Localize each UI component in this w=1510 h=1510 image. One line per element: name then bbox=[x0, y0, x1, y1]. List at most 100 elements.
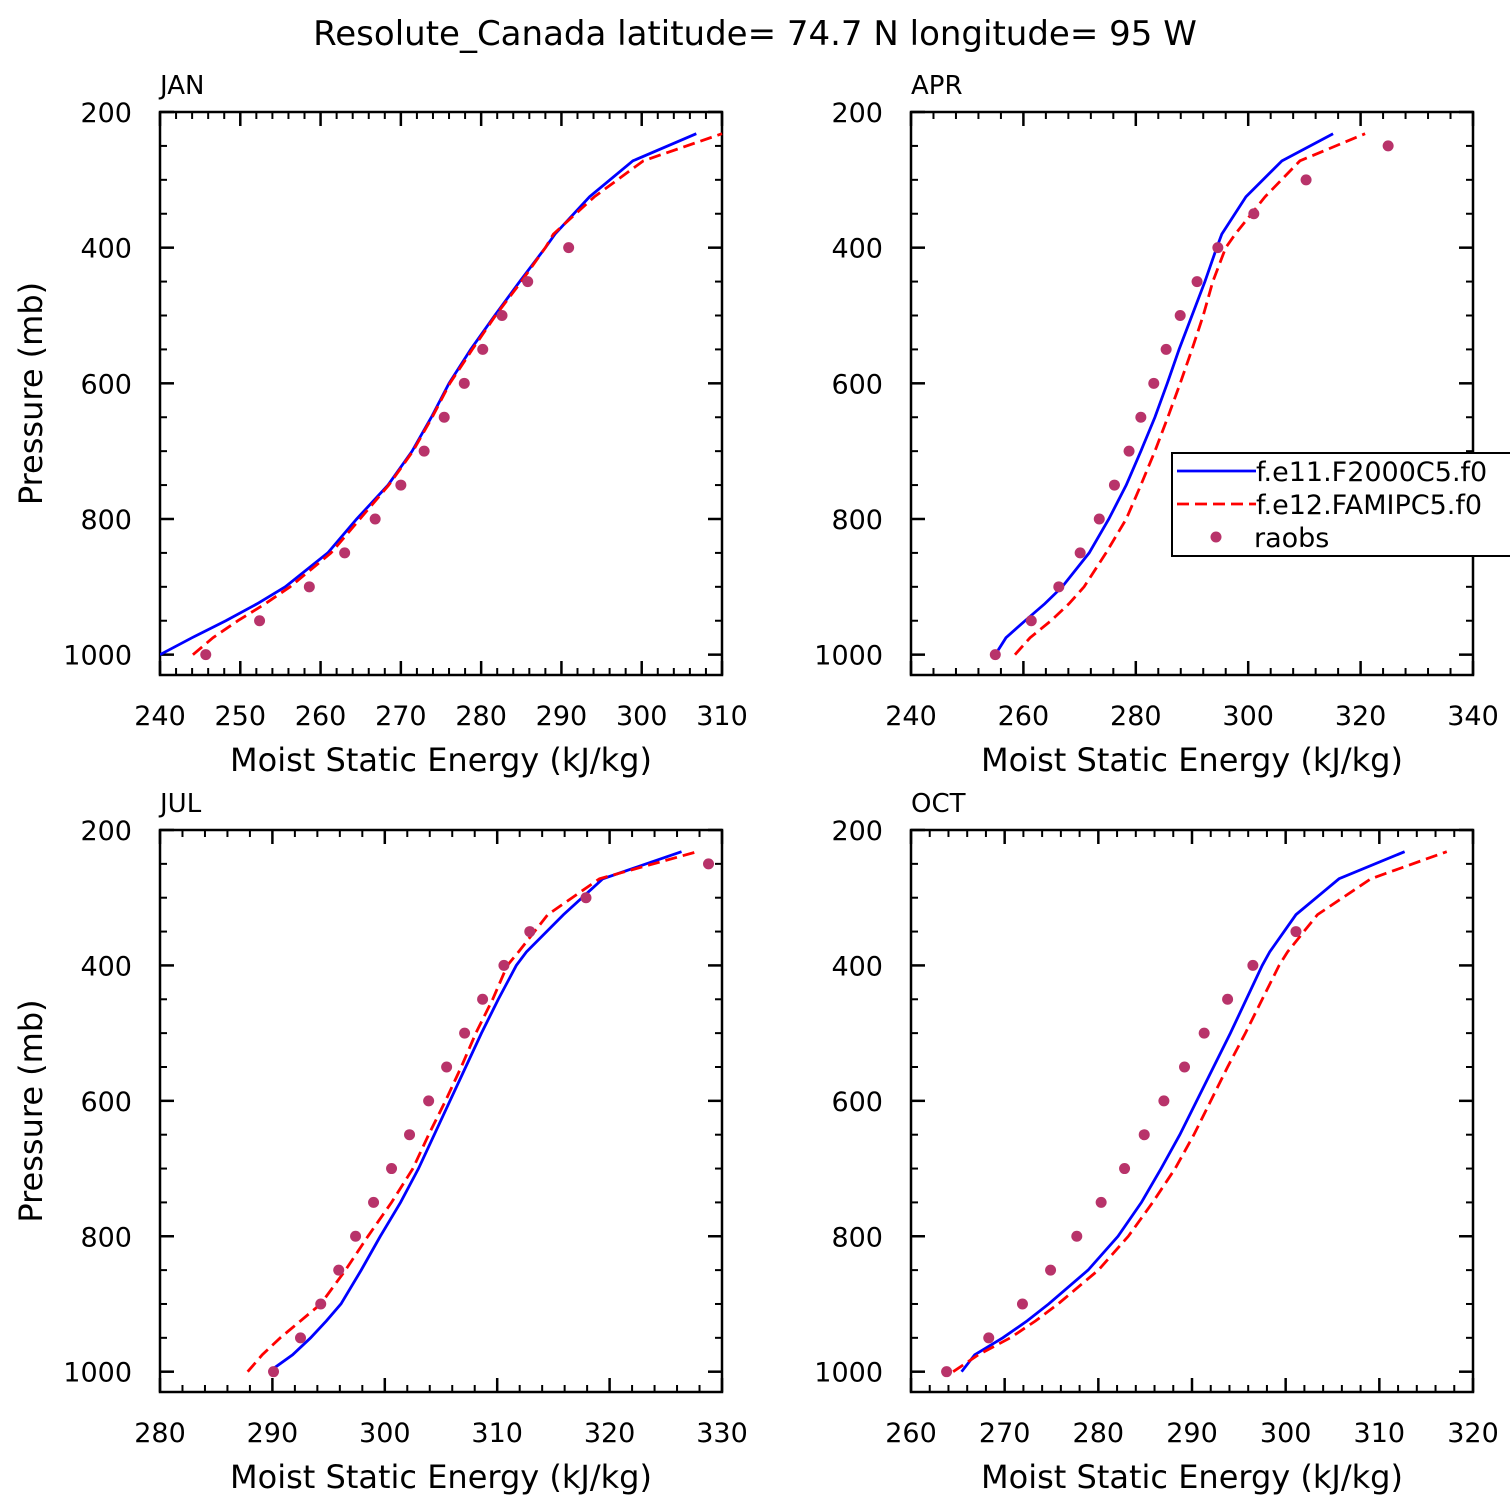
y-tick-label: 400 bbox=[831, 951, 883, 982]
y-tick-label: 800 bbox=[80, 505, 132, 536]
x-tick-label: 260 bbox=[998, 701, 1050, 732]
series-line bbox=[246, 850, 698, 1373]
raob-point bbox=[1025, 615, 1037, 627]
series-line bbox=[960, 850, 1406, 1373]
raob-point bbox=[1198, 1027, 1210, 1039]
x-tick-label: 310 bbox=[696, 701, 748, 732]
raob-point bbox=[1174, 309, 1186, 321]
raob-point bbox=[1053, 581, 1065, 593]
raob-point bbox=[1148, 377, 1160, 389]
x-tick-label: 320 bbox=[584, 1418, 636, 1449]
raob-point bbox=[1071, 1230, 1083, 1242]
series-line bbox=[994, 132, 1334, 656]
y-axis-label: Pressure (mb) bbox=[12, 282, 50, 505]
x-tick-label: 340 bbox=[1447, 701, 1499, 732]
y-tick-label: 800 bbox=[831, 1222, 883, 1253]
raob-point bbox=[498, 959, 510, 971]
y-tick-label: 1000 bbox=[63, 641, 132, 672]
x-tick-label: 300 bbox=[1222, 701, 1274, 732]
raob-point bbox=[268, 1366, 280, 1378]
x-tick-label: 270 bbox=[979, 1418, 1031, 1449]
panel: OCT 260 270 280 290 300 310 320 200 400 600 800 1000… bbox=[814, 789, 1498, 1496]
x-tick-label: 250 bbox=[215, 701, 267, 732]
raob-point bbox=[368, 1196, 380, 1208]
series-line bbox=[268, 850, 682, 1373]
raob-point bbox=[438, 411, 450, 423]
y-tick-label: 1000 bbox=[814, 641, 883, 672]
y-tick-label: 400 bbox=[80, 951, 132, 982]
plot-frame bbox=[158, 110, 724, 677]
x-tick-label: 280 bbox=[1110, 701, 1162, 732]
raob-point bbox=[1247, 959, 1259, 971]
raob-point bbox=[1093, 513, 1105, 525]
raob-point bbox=[1095, 1196, 1107, 1208]
x-tick-label: 310 bbox=[471, 1418, 523, 1449]
figure-title: Resolute_Canada latitude= 74.7 N longitu… bbox=[313, 14, 1197, 54]
y-tick-label: 800 bbox=[80, 1222, 132, 1253]
legend-label: raobs bbox=[1254, 523, 1329, 554]
legend-marker bbox=[1210, 531, 1222, 543]
y-tick-label: 200 bbox=[80, 98, 132, 129]
raob-point bbox=[254, 615, 266, 627]
series-line bbox=[952, 850, 1448, 1373]
x-tick-label: 290 bbox=[1166, 1418, 1218, 1449]
raob-point bbox=[1123, 445, 1135, 457]
y-tick-label: 600 bbox=[80, 1087, 132, 1118]
raob-point bbox=[1300, 174, 1312, 186]
y-tick-label: 600 bbox=[80, 369, 132, 400]
raob-point bbox=[333, 1264, 345, 1276]
raob-point bbox=[339, 547, 351, 559]
raob-point bbox=[1119, 1163, 1131, 1175]
x-axis-label: Moist Static Energy (kJ/kg) bbox=[981, 1458, 1403, 1496]
series-line bbox=[160, 132, 697, 656]
raob-point bbox=[703, 858, 715, 870]
series-line bbox=[192, 132, 723, 656]
y-tick-label: 200 bbox=[831, 816, 883, 847]
raob-point bbox=[477, 993, 489, 1005]
raob-point bbox=[1222, 993, 1234, 1005]
raob-point bbox=[1290, 926, 1302, 938]
raob-point bbox=[369, 513, 381, 525]
raob-point bbox=[1135, 411, 1147, 423]
y-tick-label: 200 bbox=[80, 816, 132, 847]
raob-point bbox=[350, 1230, 362, 1242]
panel-title: JUL bbox=[158, 789, 202, 819]
raob-point bbox=[1138, 1129, 1150, 1141]
panel-title: OCT bbox=[911, 789, 966, 819]
x-tick-label: 260 bbox=[885, 1418, 937, 1449]
raob-point bbox=[1160, 343, 1172, 355]
series-line bbox=[1013, 132, 1366, 656]
x-axis-label: Moist Static Energy (kJ/kg) bbox=[981, 741, 1403, 779]
y-tick-label: 600 bbox=[831, 1087, 883, 1118]
legend-label: f.e11.F2000C5.f0 bbox=[1256, 457, 1487, 488]
x-tick-label: 330 bbox=[696, 1418, 748, 1449]
x-tick-label: 280 bbox=[455, 701, 507, 732]
raob-point bbox=[1212, 242, 1224, 254]
raob-point bbox=[563, 242, 575, 254]
raob-point bbox=[458, 377, 470, 389]
panel: JUL 280 290 300 310 320 330 200 400 600 800 1000 Moi… bbox=[12, 789, 748, 1496]
raob-point bbox=[418, 445, 430, 457]
raob-point bbox=[1016, 1298, 1028, 1310]
y-tick-label: 1000 bbox=[63, 1358, 132, 1389]
raob-point bbox=[200, 649, 212, 661]
x-tick-label: 240 bbox=[885, 701, 937, 732]
raob-point bbox=[522, 276, 534, 288]
raob-point bbox=[580, 892, 592, 904]
raob-point bbox=[941, 1366, 953, 1378]
raob-point bbox=[1108, 479, 1120, 491]
raob-point bbox=[395, 479, 407, 491]
y-tick-label: 600 bbox=[831, 369, 883, 400]
raob-point bbox=[315, 1298, 327, 1310]
raob-point bbox=[1158, 1095, 1170, 1107]
y-tick-label: 800 bbox=[831, 505, 883, 536]
x-tick-label: 300 bbox=[359, 1418, 411, 1449]
panel: APR 240 260 280 300 320 340 200 400 600 800 1000 Moi… bbox=[814, 71, 1510, 779]
raob-point bbox=[524, 926, 536, 938]
x-tick-label: 300 bbox=[616, 701, 668, 732]
x-tick-label: 320 bbox=[1447, 1418, 1499, 1449]
raob-point bbox=[1074, 547, 1086, 559]
y-tick-label: 1000 bbox=[814, 1358, 883, 1389]
raob-point bbox=[477, 343, 489, 355]
